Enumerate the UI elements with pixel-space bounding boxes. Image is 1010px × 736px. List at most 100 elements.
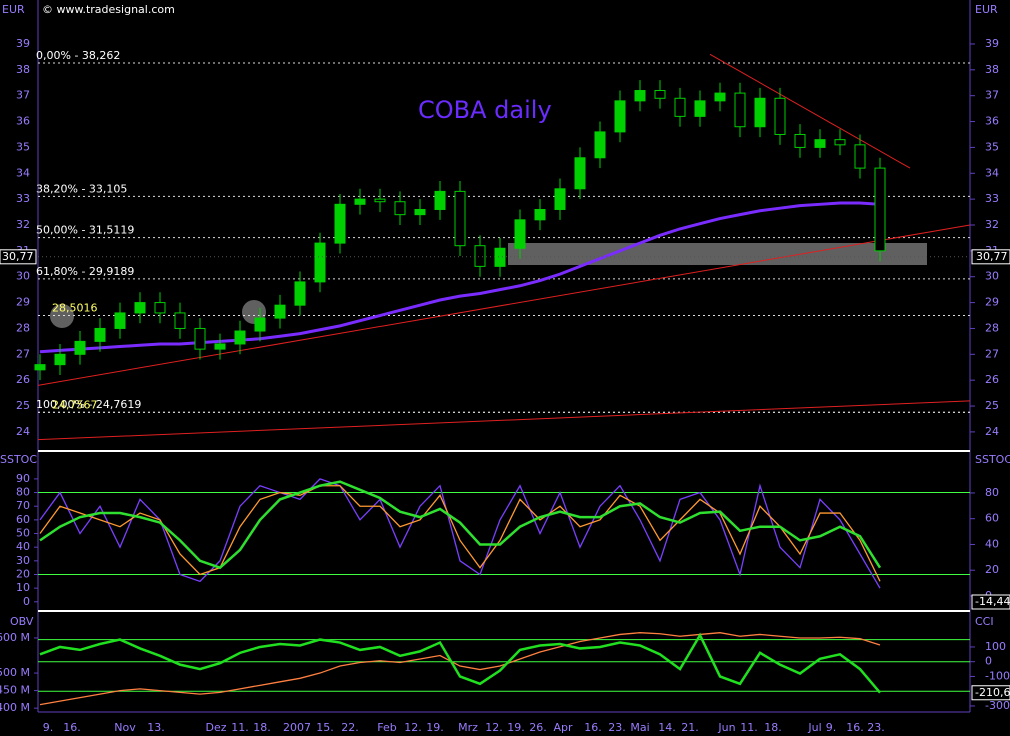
moving-average xyxy=(39,201,881,354)
last-value-box xyxy=(971,594,1010,610)
y-tick-label: 90 xyxy=(16,472,30,485)
last-price-label: 30,77 xyxy=(2,250,34,263)
candle-body xyxy=(394,201,406,216)
fib-label: 50,00% - 31,5119 xyxy=(36,224,134,237)
x-tick-label: 9. xyxy=(43,721,54,734)
candle-body xyxy=(174,312,186,329)
y-tick-label: 10 xyxy=(16,581,30,594)
y2-tick-label: 60 xyxy=(985,512,999,525)
candle-body xyxy=(674,97,686,117)
series-line xyxy=(39,478,881,589)
x-tick-label: 12. xyxy=(404,721,422,734)
y-tick-label: 26 xyxy=(16,373,30,386)
fib-label: 38,20% - 33,105 xyxy=(36,182,127,195)
y-tick-label: 36 xyxy=(985,115,999,128)
y-tick-label: 29 xyxy=(985,296,999,309)
y-tick-label: 0 xyxy=(23,595,30,608)
candle-body xyxy=(874,167,886,252)
y-tick-label: 25 xyxy=(985,399,999,412)
highlight xyxy=(50,304,74,328)
x-tick-label: 18. xyxy=(253,721,271,734)
candle-body xyxy=(714,92,726,102)
last-value-label: -210,6 xyxy=(975,686,1010,699)
y-tick-label: 40 xyxy=(16,540,30,553)
y-tick-label: 34 xyxy=(16,166,30,179)
y2-tick-label: 80 xyxy=(985,486,999,499)
candle-body xyxy=(334,203,346,244)
x-tick-label: 26. xyxy=(529,721,547,734)
level-label: 24,7567 xyxy=(52,398,98,411)
x-tick-label: 18. xyxy=(764,721,782,734)
candle-body xyxy=(154,302,166,314)
candle-body xyxy=(594,131,606,159)
candle-body xyxy=(774,97,786,135)
last-price-box xyxy=(0,249,37,265)
y-tick-label: 600 M xyxy=(0,631,30,644)
y-tick-label: 30 xyxy=(985,270,999,283)
candle-body xyxy=(654,90,666,99)
series-line xyxy=(39,485,881,582)
y-tick-label: 33 xyxy=(985,192,999,205)
x-tick-label: Mai xyxy=(630,721,649,734)
fib-label: 0,00% - 38,262 xyxy=(36,49,120,62)
y-tick-label: 39 xyxy=(985,37,999,50)
x-tick-label: Jul xyxy=(807,721,821,734)
candle-body xyxy=(794,133,806,148)
source: © www.tradesignal.com xyxy=(42,3,175,16)
candle-body xyxy=(494,247,506,267)
last-value-label: -14,445 xyxy=(975,595,1010,608)
series-line xyxy=(39,632,881,706)
level-label: 28,5016 xyxy=(52,301,98,314)
y-tick-label: 28 xyxy=(985,321,999,334)
candle-body xyxy=(134,302,146,314)
y2-tick-label: 100 xyxy=(985,640,1006,653)
last-price-label: 30,77 xyxy=(976,250,1008,263)
x-tick-label: 23. xyxy=(608,721,626,734)
x-tick-label: 23. xyxy=(867,721,885,734)
y2-tick-label: 0 xyxy=(985,655,992,668)
candle-body xyxy=(274,304,286,319)
last-price-box xyxy=(971,249,1010,265)
y-tick-label: 35 xyxy=(16,140,30,153)
panel-label: OBV xyxy=(10,615,34,628)
y-tick-label: 38 xyxy=(985,63,999,76)
candle-body xyxy=(854,144,866,169)
x-tick-label: 21. xyxy=(681,721,699,734)
candle-body xyxy=(514,219,526,249)
y-tick-label: 26 xyxy=(985,373,999,386)
y-tick-label: 60 xyxy=(16,513,30,526)
y-tick-label: 38 xyxy=(16,63,30,76)
candle-body xyxy=(634,90,646,102)
x-tick-label: Mrz xyxy=(458,721,478,734)
x-tick-label: 16. xyxy=(846,721,864,734)
y-tick-label: 39 xyxy=(16,37,30,50)
panel-label: SSTOC xyxy=(975,453,1010,466)
x-tick-label: Nov xyxy=(114,721,136,734)
candle-body xyxy=(314,242,326,283)
y-tick-label: 450 M xyxy=(0,684,30,697)
candle-body xyxy=(814,139,826,148)
candle-body xyxy=(454,190,466,247)
candle-body xyxy=(214,343,226,350)
last-value-box xyxy=(971,685,1010,701)
y-tick-label: 30 xyxy=(16,554,30,567)
y-tick-label: 30 xyxy=(16,270,30,283)
y-tick-label: 500 M xyxy=(0,666,30,679)
candle-body xyxy=(294,281,306,306)
x-tick-label: 11. xyxy=(740,721,758,734)
y-tick-label: 25 xyxy=(16,399,30,412)
fib-label: 61,80% - 29,9189 xyxy=(36,265,134,278)
panel-label: SSTOC xyxy=(0,453,37,466)
y-tick-label: 27 xyxy=(985,347,999,360)
candle-body xyxy=(434,190,446,210)
trendline xyxy=(37,224,971,386)
x-tick-label: 16. xyxy=(63,721,81,734)
y-tick-label: 70 xyxy=(16,499,30,512)
x-tick-label: Dez xyxy=(205,721,226,734)
candle-body xyxy=(34,364,46,371)
y-tick-label: 37 xyxy=(985,89,999,102)
candle-body xyxy=(194,327,206,350)
y-tick-label: 35 xyxy=(985,140,999,153)
candle-body xyxy=(374,198,386,203)
